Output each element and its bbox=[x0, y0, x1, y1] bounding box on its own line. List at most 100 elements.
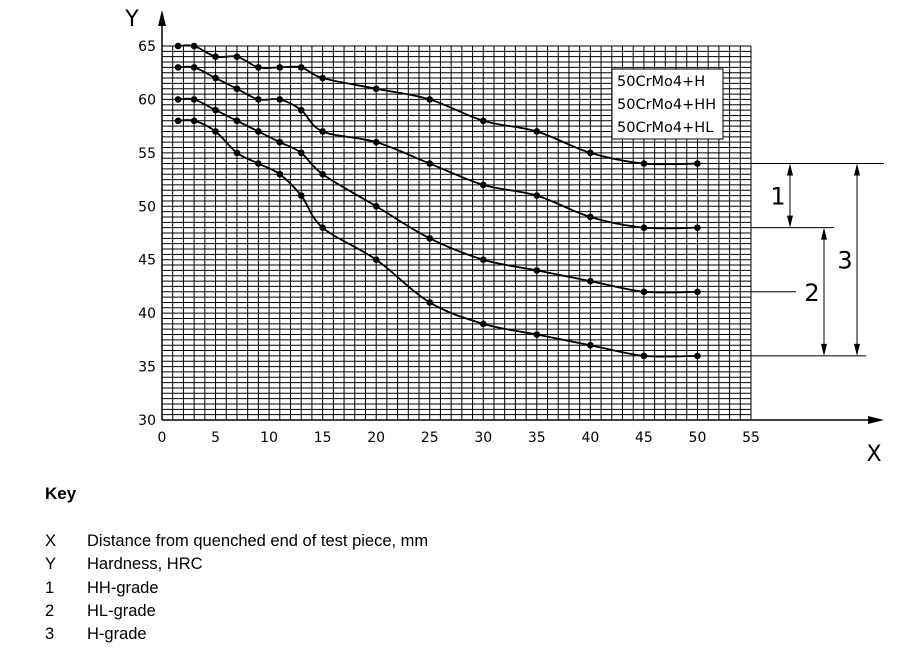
tick-labels: 0 5 10 15 20 25 30 35 40 45 50 55 30 35 40 45 50 55 60 65 bbox=[138, 39, 760, 446]
chart-legend: 50CrMo4+H 50CrMo4+HH 50CrMo4+HL bbox=[611, 68, 724, 140]
key-text: Hardness, HRC bbox=[87, 555, 203, 574]
x-tick-label: 45 bbox=[635, 430, 653, 446]
data-point bbox=[174, 42, 182, 50]
data-point bbox=[174, 96, 182, 103]
x-tick-label: 30 bbox=[474, 430, 492, 446]
data-point bbox=[479, 256, 487, 264]
key-title: Key bbox=[45, 484, 77, 503]
y-tick-label: 65 bbox=[138, 39, 156, 55]
data-point bbox=[479, 117, 487, 125]
y-tick-label: 60 bbox=[138, 92, 156, 108]
key-row-3: 3 H-grade bbox=[45, 623, 428, 646]
data-point bbox=[190, 96, 198, 103]
legend-entry: 50CrMo4+H bbox=[617, 74, 705, 90]
key-row-y: Y Hardness, HRC bbox=[45, 553, 428, 576]
key-text: HL-grade bbox=[87, 601, 156, 620]
data-point bbox=[640, 352, 648, 360]
data-point bbox=[276, 96, 284, 103]
data-point bbox=[255, 128, 262, 135]
data-point bbox=[372, 85, 380, 93]
data-point bbox=[319, 170, 326, 178]
data-point bbox=[276, 138, 284, 146]
x-axis-arrow bbox=[868, 416, 884, 424]
key-row-x: X Distance from quenched end of test pie… bbox=[45, 530, 428, 553]
x-tick-label: 20 bbox=[367, 430, 385, 446]
data-point bbox=[533, 267, 541, 274]
data-point bbox=[319, 224, 326, 231]
data-point bbox=[587, 213, 594, 221]
data-point bbox=[426, 299, 434, 306]
data-point bbox=[255, 96, 262, 103]
data-point bbox=[372, 138, 380, 146]
data-point bbox=[640, 160, 648, 167]
range-label: 3 bbox=[837, 247, 852, 275]
x-tick-label: 0 bbox=[158, 430, 167, 446]
series-curve-4 bbox=[174, 117, 701, 360]
data-point bbox=[255, 160, 262, 167]
range-arrow-bottom bbox=[787, 215, 793, 228]
range-arrow-top bbox=[854, 163, 860, 176]
x-tick-label: 15 bbox=[314, 430, 332, 446]
range-dimension-1: 1 bbox=[770, 163, 793, 228]
data-point bbox=[233, 149, 241, 157]
data-point bbox=[372, 202, 380, 210]
data-point bbox=[694, 288, 701, 296]
key-symbol: 1 bbox=[45, 578, 55, 597]
x-tick-label: 55 bbox=[742, 430, 760, 446]
y-tick-label: 50 bbox=[138, 199, 156, 215]
range-dimensions: 1 23 bbox=[751, 163, 884, 357]
data-point bbox=[640, 224, 648, 231]
x-tick-label: 25 bbox=[421, 430, 439, 446]
data-point bbox=[190, 64, 198, 71]
y-axis-label: Y bbox=[124, 7, 139, 32]
key-symbol: X bbox=[45, 532, 57, 550]
data-point bbox=[426, 160, 434, 167]
data-point bbox=[212, 128, 219, 135]
series-curve-3 bbox=[174, 96, 701, 296]
data-point bbox=[587, 149, 594, 157]
data-point bbox=[297, 64, 305, 71]
data-point bbox=[297, 149, 305, 157]
data-point bbox=[297, 192, 305, 199]
data-point bbox=[694, 224, 701, 231]
x-tick-label: 35 bbox=[528, 430, 546, 446]
key-symbol: Y bbox=[45, 555, 57, 574]
legend-entry: 50CrMo4+HL bbox=[617, 120, 713, 136]
data-point bbox=[276, 64, 284, 71]
legend-entry: 50CrMo4+HH bbox=[617, 97, 716, 113]
range-arrow-top bbox=[787, 163, 793, 176]
series-curve-2 bbox=[174, 64, 701, 231]
range-dimension-3: 3 bbox=[837, 163, 860, 356]
key-row-2: 2 HL-grade bbox=[45, 600, 428, 623]
key-text: Distance from quenched end of test piece… bbox=[87, 532, 429, 550]
chart-grid bbox=[161, 45, 752, 421]
data-point bbox=[212, 53, 219, 60]
y-tick-label: 30 bbox=[138, 413, 156, 429]
range-label: 1 bbox=[770, 183, 785, 211]
data-point bbox=[533, 331, 541, 338]
data-point bbox=[190, 117, 198, 125]
data-point bbox=[426, 96, 434, 103]
data-series bbox=[174, 42, 701, 360]
key-symbol: 2 bbox=[45, 601, 55, 620]
y-axis-arrow bbox=[158, 10, 166, 26]
data-point bbox=[233, 85, 241, 93]
data-point bbox=[426, 235, 434, 242]
data-point bbox=[640, 288, 648, 296]
chart-axes: XY bbox=[124, 7, 884, 467]
range-arrow-top bbox=[821, 227, 827, 240]
x-tick-label: 5 bbox=[211, 430, 220, 446]
x-axis-label: X bbox=[866, 442, 881, 467]
key-text: HH-grade bbox=[87, 578, 159, 597]
data-point bbox=[587, 277, 594, 285]
range-label: 2 bbox=[804, 279, 819, 307]
data-point bbox=[212, 106, 219, 114]
data-point bbox=[694, 352, 701, 360]
data-point bbox=[174, 64, 182, 71]
data-point bbox=[233, 53, 241, 60]
data-point bbox=[276, 170, 284, 178]
data-point bbox=[319, 128, 326, 135]
data-point bbox=[694, 160, 701, 167]
data-point bbox=[297, 106, 305, 114]
